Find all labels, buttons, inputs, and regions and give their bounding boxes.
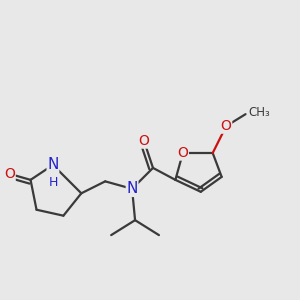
Text: N: N xyxy=(47,158,58,172)
Text: H: H xyxy=(48,176,58,189)
Text: O: O xyxy=(139,134,149,148)
Text: O: O xyxy=(4,167,15,181)
Text: O: O xyxy=(221,119,232,133)
Text: N: N xyxy=(126,181,138,196)
Text: CH₃: CH₃ xyxy=(248,106,270,119)
Text: O: O xyxy=(177,146,188,160)
